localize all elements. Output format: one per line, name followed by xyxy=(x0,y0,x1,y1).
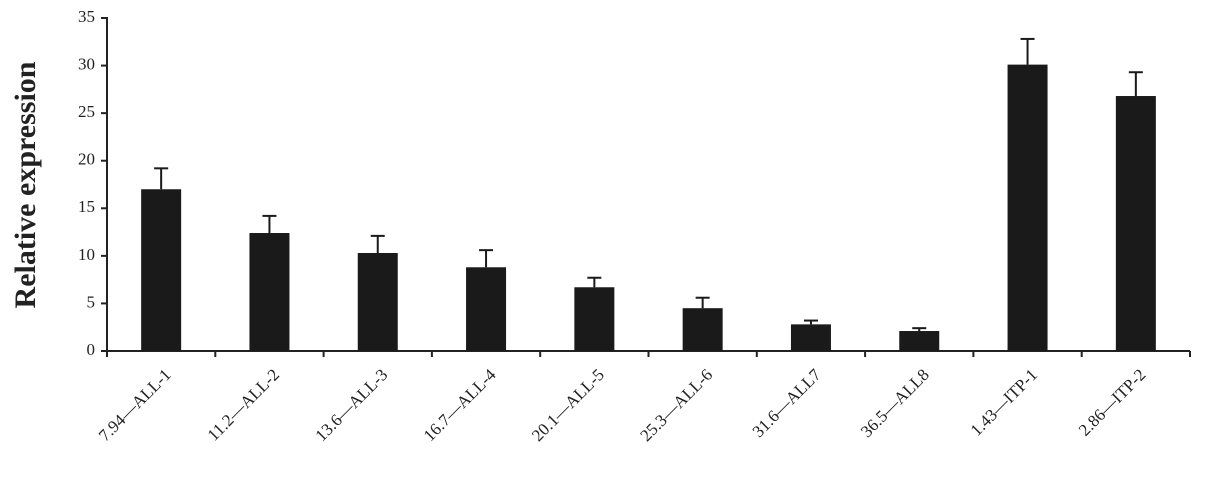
y-tick-label: 20 xyxy=(78,150,95,169)
y-tick-label: 0 xyxy=(87,340,96,359)
bar xyxy=(790,324,831,351)
x-tick-label: 31.6—ALL7 xyxy=(749,365,825,441)
x-tick-label: 13.6—ALL-3 xyxy=(311,365,391,445)
x-tick-label: 2.86—ITP-2 xyxy=(1075,365,1150,440)
x-tick-label: 7.94—ALL-1 xyxy=(95,365,175,445)
bar xyxy=(249,233,290,351)
bar xyxy=(357,253,398,351)
x-tick-label: 11.2—ALL-2 xyxy=(204,365,283,444)
y-tick-label: 10 xyxy=(78,245,95,264)
y-axis-label: Relative expression xyxy=(9,61,42,308)
x-tick-label: 1.43—ITP-1 xyxy=(967,365,1042,440)
bar xyxy=(1115,96,1156,351)
x-tick-label: 36.5—ALL8 xyxy=(857,365,933,441)
y-tick-label: 15 xyxy=(78,197,95,216)
y-tick-label: 5 xyxy=(87,292,96,311)
y-tick-label: 35 xyxy=(78,7,95,26)
x-tick-label: 16.7—ALL-4 xyxy=(420,365,500,445)
bar xyxy=(466,267,507,351)
y-tick-label: 25 xyxy=(78,102,95,121)
bar xyxy=(899,331,940,351)
x-tick-label: 25.3—ALL-6 xyxy=(636,365,716,445)
bar xyxy=(1007,64,1048,352)
x-tick-label: 20.1—ALL-5 xyxy=(528,365,608,445)
y-tick-label: 30 xyxy=(78,54,95,73)
bar xyxy=(141,189,182,351)
bar xyxy=(574,287,615,351)
bar xyxy=(682,308,723,351)
